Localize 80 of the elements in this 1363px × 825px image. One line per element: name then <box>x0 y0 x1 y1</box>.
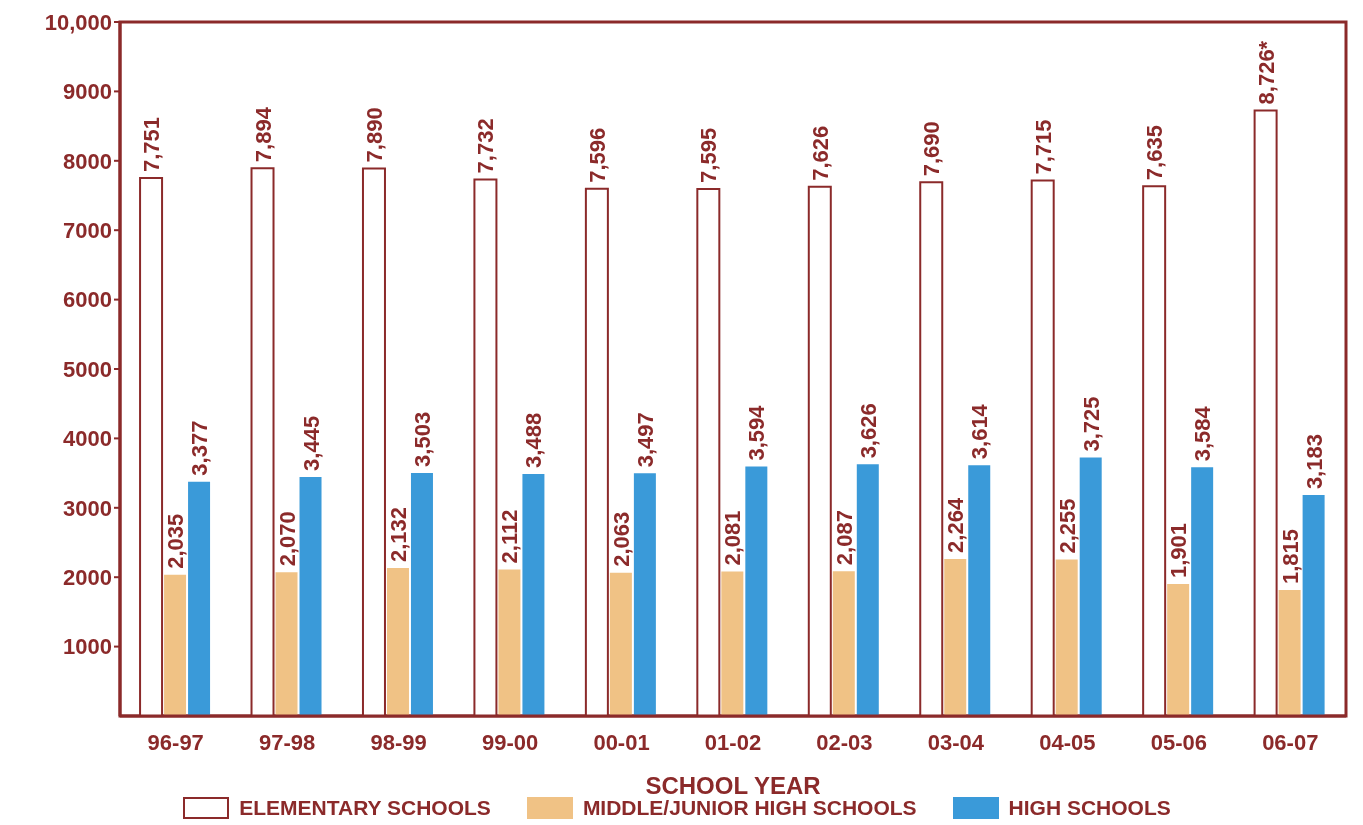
legend-label: HIGH SCHOOLS <box>1008 796 1171 820</box>
x-tick-label: 97-98 <box>259 729 316 755</box>
data-label: 2,132 <box>385 506 411 563</box>
bar <box>968 465 991 716</box>
bar <box>498 569 521 716</box>
bar <box>832 571 855 716</box>
data-label: 2,264 <box>943 497 969 553</box>
bar <box>522 473 545 716</box>
x-tick-label: 04-05 <box>1039 729 1096 755</box>
data-label: 2,063 <box>608 511 634 567</box>
data-label: 2,035 <box>163 513 189 569</box>
data-label: 3,445 <box>298 415 324 471</box>
data-label: 8,726* <box>1253 40 1279 105</box>
y-tick-label: 8000 <box>63 148 112 174</box>
y-tick-label: 1000 <box>63 634 112 660</box>
data-label: 7,595 <box>696 127 722 183</box>
bar <box>633 473 656 716</box>
data-label: 7,715 <box>1030 119 1056 175</box>
bar <box>299 476 322 716</box>
y-tick-label: 10,000 <box>44 9 112 35</box>
data-label: 3,497 <box>632 412 658 468</box>
data-label: 7,890 <box>361 107 387 163</box>
bar <box>856 464 879 716</box>
bar <box>721 571 744 716</box>
data-label: 2,112 <box>497 509 523 564</box>
bar <box>1302 495 1325 716</box>
x-tick-label: 99-00 <box>481 729 539 755</box>
data-label: 7,751 <box>139 117 165 173</box>
bar <box>188 481 211 716</box>
data-label: 7,635 <box>1142 125 1168 181</box>
bar <box>164 574 187 716</box>
bar <box>275 572 298 716</box>
bar <box>410 472 433 716</box>
y-tick-label: 6000 <box>63 287 112 313</box>
bar <box>609 572 632 716</box>
bar <box>1167 584 1190 716</box>
bar <box>386 568 409 716</box>
data-label: 7,626 <box>807 125 833 181</box>
data-label: 3,614 <box>967 403 993 460</box>
x-tick-label: 01-02 <box>704 729 762 755</box>
data-label: 3,725 <box>1078 396 1104 452</box>
x-tick-label: 98-99 <box>370 729 427 755</box>
legend-label: MIDDLE/JUNIOR HIGH SCHOOLS <box>582 796 917 820</box>
bar <box>745 466 768 716</box>
data-label: 3,183 <box>1301 434 1327 490</box>
bar <box>944 558 967 716</box>
y-tick-label: 7000 <box>63 218 112 244</box>
bar <box>1278 590 1301 716</box>
bar <box>1079 457 1102 716</box>
bar <box>1191 467 1214 716</box>
y-tick-label: 9000 <box>63 79 112 105</box>
data-label: 1,815 <box>1277 528 1303 585</box>
data-label: 2,087 <box>831 510 857 566</box>
x-tick-label: 96-97 <box>147 729 204 755</box>
data-label: 3,626 <box>855 403 881 459</box>
x-axis-title: SCHOOL YEAR <box>645 772 821 799</box>
x-tick-label: 06-07 <box>1262 729 1319 755</box>
x-tick-label: 03-04 <box>927 729 985 755</box>
data-label: 2,255 <box>1054 498 1080 554</box>
y-tick-label: 2000 <box>63 565 112 591</box>
data-label: 3,594 <box>744 404 770 461</box>
data-label: 7,894 <box>250 106 276 163</box>
data-label: 3,584 <box>1190 405 1216 462</box>
data-label: 7,690 <box>919 121 945 177</box>
data-label: 1,901 <box>1166 523 1192 579</box>
legend-label: ELEMENTARY SCHOOLS <box>239 796 491 820</box>
y-tick-label: 4000 <box>63 426 112 452</box>
y-tick-label: 3000 <box>63 495 112 521</box>
data-label: 3,488 <box>521 412 547 468</box>
bar <box>1055 559 1078 716</box>
x-tick-label: 05-06 <box>1150 729 1207 755</box>
y-tick-label: 5000 <box>63 356 112 382</box>
data-label: 3,377 <box>187 420 213 476</box>
data-label: 7,732 <box>473 118 499 174</box>
x-tick-label: 00-01 <box>593 729 650 755</box>
data-label: 7,596 <box>584 127 610 183</box>
x-tick-label: 02-03 <box>816 729 873 755</box>
data-label: 3,503 <box>409 411 435 467</box>
data-label: 2,070 <box>274 511 300 567</box>
data-label: 2,081 <box>720 510 746 566</box>
